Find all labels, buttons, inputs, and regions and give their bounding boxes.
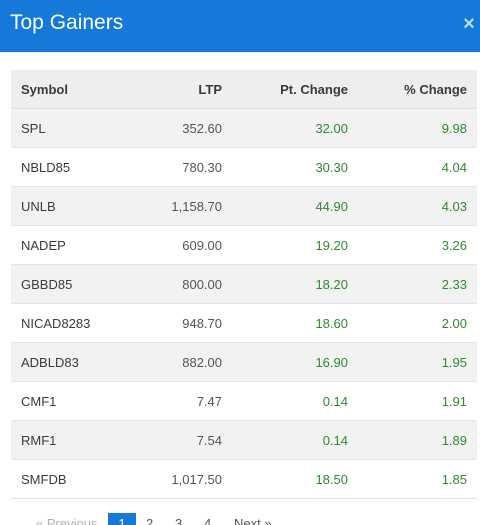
table-row: RMF1 7.54 0.14 1.89 [11, 420, 477, 460]
table-row: GBBD85 800.00 18.20 2.33 [11, 264, 477, 304]
table-row: SMFDB 1,017.50 18.50 1.85 [11, 459, 477, 499]
modal-title: Top Gainers [10, 11, 124, 34]
cell-pct-change: 2.33 [358, 264, 477, 304]
table-row: NBLD85 780.30 30.30 4.04 [11, 147, 477, 187]
column-header-pt-change: Pt. Change [232, 70, 358, 109]
cell-ltp: 352.60 [131, 108, 232, 148]
cell-pct-change: 9.98 [358, 108, 477, 148]
cell-pct-change: 1.89 [358, 420, 477, 460]
table-row: ADBLD83 882.00 16.90 1.95 [11, 342, 477, 382]
modal-header: Top Gainers × [0, 0, 480, 52]
pagination-previous-button[interactable]: « Previous [36, 516, 98, 525]
cell-pct-change: 1.91 [358, 381, 477, 421]
cell-ltp: 609.00 [131, 225, 232, 265]
table-row: NICAD8283 948.70 18.60 2.00 [11, 303, 477, 343]
cell-symbol[interactable]: NICAD8283 [11, 303, 131, 343]
cell-symbol[interactable]: SPL [11, 108, 131, 148]
gainers-table-container: Symbol LTP Pt. Change % Change SPL 352.6… [11, 70, 477, 499]
cell-pt-change: 0.14 [232, 420, 358, 460]
cell-pt-change: 44.90 [232, 186, 358, 226]
cell-ltp: 1,017.50 [131, 459, 232, 499]
cell-pt-change: 30.30 [232, 147, 358, 187]
cell-symbol[interactable]: CMF1 [11, 381, 131, 421]
cell-ltp: 7.54 [131, 420, 232, 460]
table-row: NADEP 609.00 19.20 3.26 [11, 225, 477, 265]
table-row: SPL 352.60 32.00 9.98 [11, 108, 477, 148]
cell-pct-change: 1.85 [358, 459, 477, 499]
cell-ltp: 800.00 [131, 264, 232, 304]
cell-symbol[interactable]: NADEP [11, 225, 131, 265]
cell-ltp: 882.00 [131, 342, 232, 382]
table-row: UNLB 1,158.70 44.90 4.03 [11, 186, 477, 226]
cell-pct-change: 2.00 [358, 303, 477, 343]
cell-ltp: 780.30 [131, 147, 232, 187]
pagination-page-2[interactable]: 2 [146, 516, 154, 525]
pagination-page-1[interactable]: 1 [108, 513, 136, 525]
gainers-table: Symbol LTP Pt. Change % Change SPL 352.6… [11, 70, 477, 499]
cell-pt-change: 32.00 [232, 108, 358, 148]
cell-pct-change: 1.95 [358, 342, 477, 382]
cell-pct-change: 4.04 [358, 147, 477, 187]
cell-pct-change: 3.26 [358, 225, 477, 265]
cell-ltp: 1,158.70 [131, 186, 232, 226]
cell-symbol[interactable]: SMFDB [11, 459, 131, 499]
cell-symbol[interactable]: ADBLD83 [11, 342, 131, 382]
cell-symbol[interactable]: RMF1 [11, 420, 131, 460]
cell-symbol[interactable]: NBLD85 [11, 147, 131, 187]
table-header-row: Symbol LTP Pt. Change % Change [11, 70, 477, 109]
cell-pt-change: 18.60 [232, 303, 358, 343]
cell-pt-change: 18.20 [232, 264, 358, 304]
cell-pt-change: 16.90 [232, 342, 358, 382]
cell-pt-change: 18.50 [232, 459, 358, 499]
column-header-symbol: Symbol [11, 70, 131, 109]
close-icon[interactable]: × [463, 13, 475, 35]
cell-pt-change: 0.14 [232, 381, 358, 421]
cell-symbol[interactable]: GBBD85 [11, 264, 131, 304]
pagination-page-3[interactable]: 3 [175, 516, 183, 525]
cell-ltp: 7.47 [131, 381, 232, 421]
pagination-page-4[interactable]: 4 [204, 516, 212, 525]
cell-pt-change: 19.20 [232, 225, 358, 265]
pagination-next-button[interactable]: Next » [234, 516, 272, 525]
column-header-ltp: LTP [131, 70, 232, 109]
cell-ltp: 948.70 [131, 303, 232, 343]
cell-symbol[interactable]: UNLB [11, 186, 131, 226]
column-header-pct-change: % Change [358, 70, 477, 109]
table-row: CMF1 7.47 0.14 1.91 [11, 381, 477, 421]
cell-pct-change: 4.03 [358, 186, 477, 226]
